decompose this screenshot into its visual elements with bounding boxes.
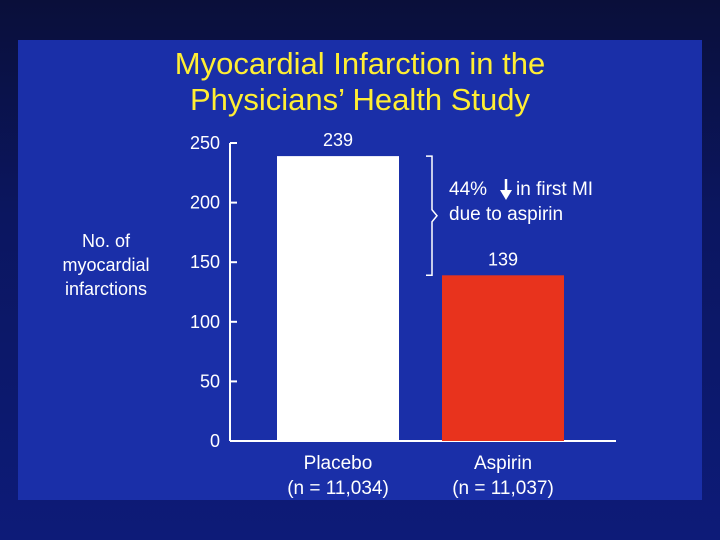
annotation-percent: 44% xyxy=(449,179,487,200)
category-sublabel: (n = 11,037) xyxy=(452,478,554,499)
y-axis-label: No. of myocardial infarctions xyxy=(62,231,149,299)
annotation-text-2: due to aspirin xyxy=(449,204,563,225)
annotation-text-1: in first MI xyxy=(516,179,593,200)
y-tick-label: 250 xyxy=(190,133,220,153)
y-tick-label: 0 xyxy=(210,431,220,451)
category-label: Aspirin xyxy=(474,453,532,474)
y-axis-label-line: No. of xyxy=(82,231,131,251)
y-tick-label: 200 xyxy=(190,193,220,213)
category-label: Placebo xyxy=(304,453,373,474)
annotation: 44% in first MI due to aspirin xyxy=(426,155,593,277)
category-sublabel: (n = 11,034) xyxy=(287,478,389,499)
bar-aspirin xyxy=(442,275,564,441)
y-tick-label: 100 xyxy=(190,312,220,332)
down-arrow-icon-head xyxy=(500,190,512,200)
bar-value-label: 239 xyxy=(323,130,353,150)
bar-value-label: 139 xyxy=(488,249,518,269)
y-axis-label-line: myocardial xyxy=(62,255,149,275)
bar-chart: No. of myocardial infarctions 0 50 100 150 200… xyxy=(62,130,616,499)
title-line-1: Myocardial Infarction in the xyxy=(174,46,546,81)
bars: 239 Placebo (n = 11,034) 139 Aspirin (n = 11,… xyxy=(277,130,564,499)
bar-placebo xyxy=(277,156,399,441)
y-tick-label: 50 xyxy=(200,371,220,391)
chart-title: Myocardial Infarction in the Physicians’… xyxy=(18,46,702,118)
axes: 0 50 100 150 200 250 xyxy=(190,133,616,451)
title-line-2: Physicians’ Health Study xyxy=(189,82,531,117)
bracket xyxy=(426,155,438,277)
y-tick-label: 150 xyxy=(190,252,220,272)
slide-panel: Myocardial Infarction in the Physicians’… xyxy=(18,40,702,500)
y-axis-label-line: infarctions xyxy=(65,279,147,299)
